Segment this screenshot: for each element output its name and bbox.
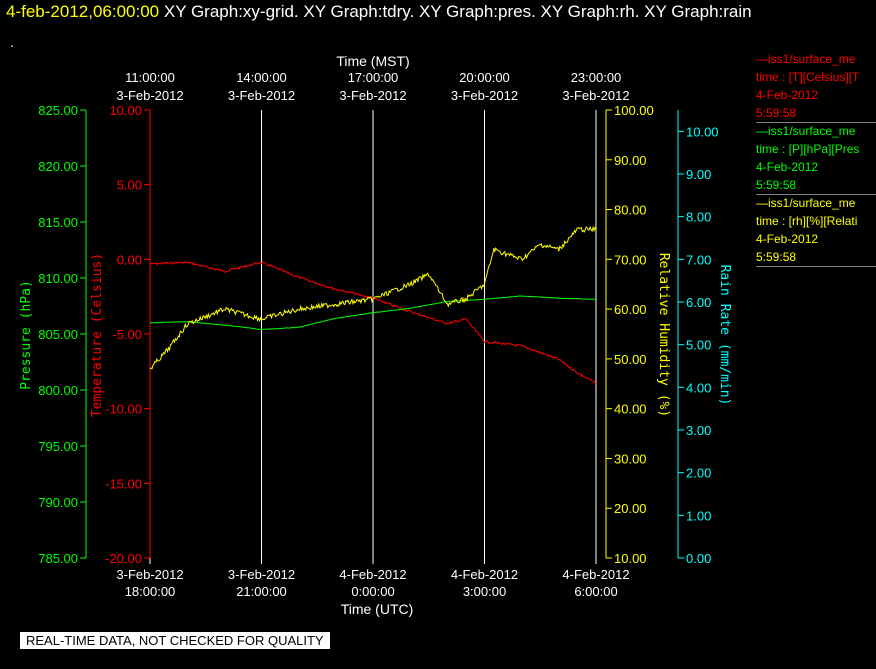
- x-bottom-tick-label: 3:00:00: [463, 584, 506, 599]
- humidity-tick-label: 80.00: [614, 203, 647, 218]
- humidity-tick-label: 30.00: [614, 451, 647, 466]
- legend-entry-temperature: —iss1/surface_me time : [T][Celsius][T 4…: [756, 50, 876, 123]
- legend-source: —iss1/surface_me: [756, 52, 856, 66]
- x-bottom-tick-label: 18:00:00: [125, 584, 176, 599]
- rain-tick-label: 3.00: [686, 423, 711, 438]
- x-top-tick-label: 23:00:00: [571, 70, 622, 85]
- humidity-tick-label: 70.00: [614, 252, 647, 267]
- rain-tick-label: 0.00: [686, 551, 711, 566]
- pressure-tick-label: 790.00: [38, 495, 78, 510]
- header-dot: .: [10, 34, 14, 50]
- x-top-tick-label: 20:00:00: [459, 70, 510, 85]
- pressure-tick-label: 795.00: [38, 439, 78, 454]
- x-bottom-axis-label: Time (UTC): [341, 601, 414, 617]
- humidity-tick-label: 40.00: [614, 402, 647, 417]
- quality-notice: REAL-TIME DATA, NOT CHECKED FOR QUALITY: [20, 632, 330, 649]
- rain-tick-label: 4.00: [686, 380, 711, 395]
- x-top-tick-label: 3-Feb-2012: [339, 88, 406, 103]
- pressure-tick-label: 810.00: [38, 271, 78, 286]
- x-top-tick-label: 3-Feb-2012: [228, 88, 295, 103]
- rain-tick-label: 5.00: [686, 338, 711, 353]
- pressure-tick-label: 800.00: [38, 383, 78, 398]
- rain-tick-label: 7.00: [686, 252, 711, 267]
- pressure-tick-label: 825.00: [38, 103, 78, 118]
- humidity-tick-label: 50.00: [614, 352, 647, 367]
- x-bottom-tick-label: 6:00:00: [574, 584, 617, 599]
- temperature-tick-label: 5.00: [117, 178, 142, 193]
- legend-time: 5:59:58: [756, 250, 797, 264]
- pressure-tick-label: 815.00: [38, 215, 78, 230]
- temperature-axis-label: Temperature (Celsius): [90, 253, 105, 417]
- x-top-tick-label: 3-Feb-2012: [562, 88, 629, 103]
- x-top-tick-label: 14:00:00: [236, 70, 287, 85]
- rain-tick-label: 6.00: [686, 295, 711, 310]
- legend-variable: time : [T][Celsius][T: [756, 70, 860, 84]
- legend-date: 4-Feb-2012: [756, 160, 819, 174]
- pressure-axis-label: Pressure (hPa): [19, 280, 34, 390]
- legend-date: 4-Feb-2012: [756, 232, 819, 246]
- temperature-tick-label: -15.00: [105, 476, 142, 491]
- x-bottom-tick-label: 4-Feb-2012: [339, 567, 406, 582]
- temperature-tick-label: 0.00: [117, 252, 142, 267]
- x-top-tick-label: 3-Feb-2012: [116, 88, 183, 103]
- humidity-axis-label: Relative Humidity (%): [656, 253, 671, 417]
- temperature-tick-label: -10.00: [105, 402, 142, 417]
- legend-time: 5:59:58: [756, 178, 797, 192]
- x-bottom-tick-label: 21:00:00: [236, 584, 287, 599]
- legend-date: 4-Feb-2012: [756, 88, 819, 102]
- legend-variable: time : [rh][%][Relati: [756, 214, 858, 228]
- temperature-tick-label: -20.00: [105, 551, 142, 566]
- header-bar: 4-feb-2012,06:00:00 XY Graph:xy-grid. XY…: [6, 2, 752, 22]
- rain-tick-label: 9.00: [686, 167, 711, 182]
- legend-entry-humidity: —iss1/surface_me time : [rh][%][Relati 4…: [756, 194, 876, 267]
- x-bottom-tick-label: 4-Feb-2012: [562, 567, 629, 582]
- pressure-tick-label: 820.00: [38, 159, 78, 174]
- legend-source: —iss1/surface_me: [756, 196, 856, 210]
- rain-tick-label: 10.00: [686, 124, 719, 139]
- legend-entry-pressure: —iss1/surface_me time : [P][hPa][Pres 4-…: [756, 122, 876, 195]
- rain-axis-label: Rain Rate (mm/min): [717, 265, 732, 406]
- header-view-list: XY Graph:xy-grid. XY Graph:tdry. XY Grap…: [163, 2, 752, 21]
- legend-variable: time : [P][hPa][Pres: [756, 142, 860, 156]
- x-bottom-tick-label: 0:00:00: [351, 584, 394, 599]
- humidity-tick-label: 90.00: [614, 153, 647, 168]
- pressure-tick-label: 805.00: [38, 327, 78, 342]
- rain-tick-label: 8.00: [686, 210, 711, 225]
- header-timestamp: 4-feb-2012,06:00:00: [6, 2, 160, 21]
- legend-time: 5:59:58: [756, 106, 797, 120]
- x-top-tick-label: 17:00:00: [348, 70, 399, 85]
- temperature-tick-label: 10.00: [109, 103, 142, 118]
- x-bottom-tick-label: 4-Feb-2012: [451, 567, 518, 582]
- x-top-tick-label: 11:00:00: [125, 70, 175, 85]
- humidity-tick-label: 60.00: [614, 302, 647, 317]
- x-top-axis-label: Time (MST): [336, 53, 409, 69]
- legend-source: —iss1/surface_me: [756, 124, 856, 138]
- rain-tick-label: 2.00: [686, 466, 711, 481]
- x-bottom-tick-label: 3-Feb-2012: [228, 567, 295, 582]
- temperature-tick-label: -5.00: [112, 327, 142, 342]
- x-top-tick-label: 3-Feb-2012: [451, 88, 518, 103]
- pressure-series-line: [149, 295, 596, 331]
- humidity-tick-label: 10.00: [614, 551, 647, 566]
- x-bottom-tick-label: 3-Feb-2012: [116, 567, 183, 582]
- rain-tick-label: 1.00: [686, 508, 711, 523]
- humidity-tick-label: 100.00: [614, 103, 654, 118]
- pressure-tick-label: 785.00: [38, 551, 78, 566]
- humidity-series-line: [149, 225, 597, 370]
- humidity-tick-label: 20.00: [614, 501, 647, 516]
